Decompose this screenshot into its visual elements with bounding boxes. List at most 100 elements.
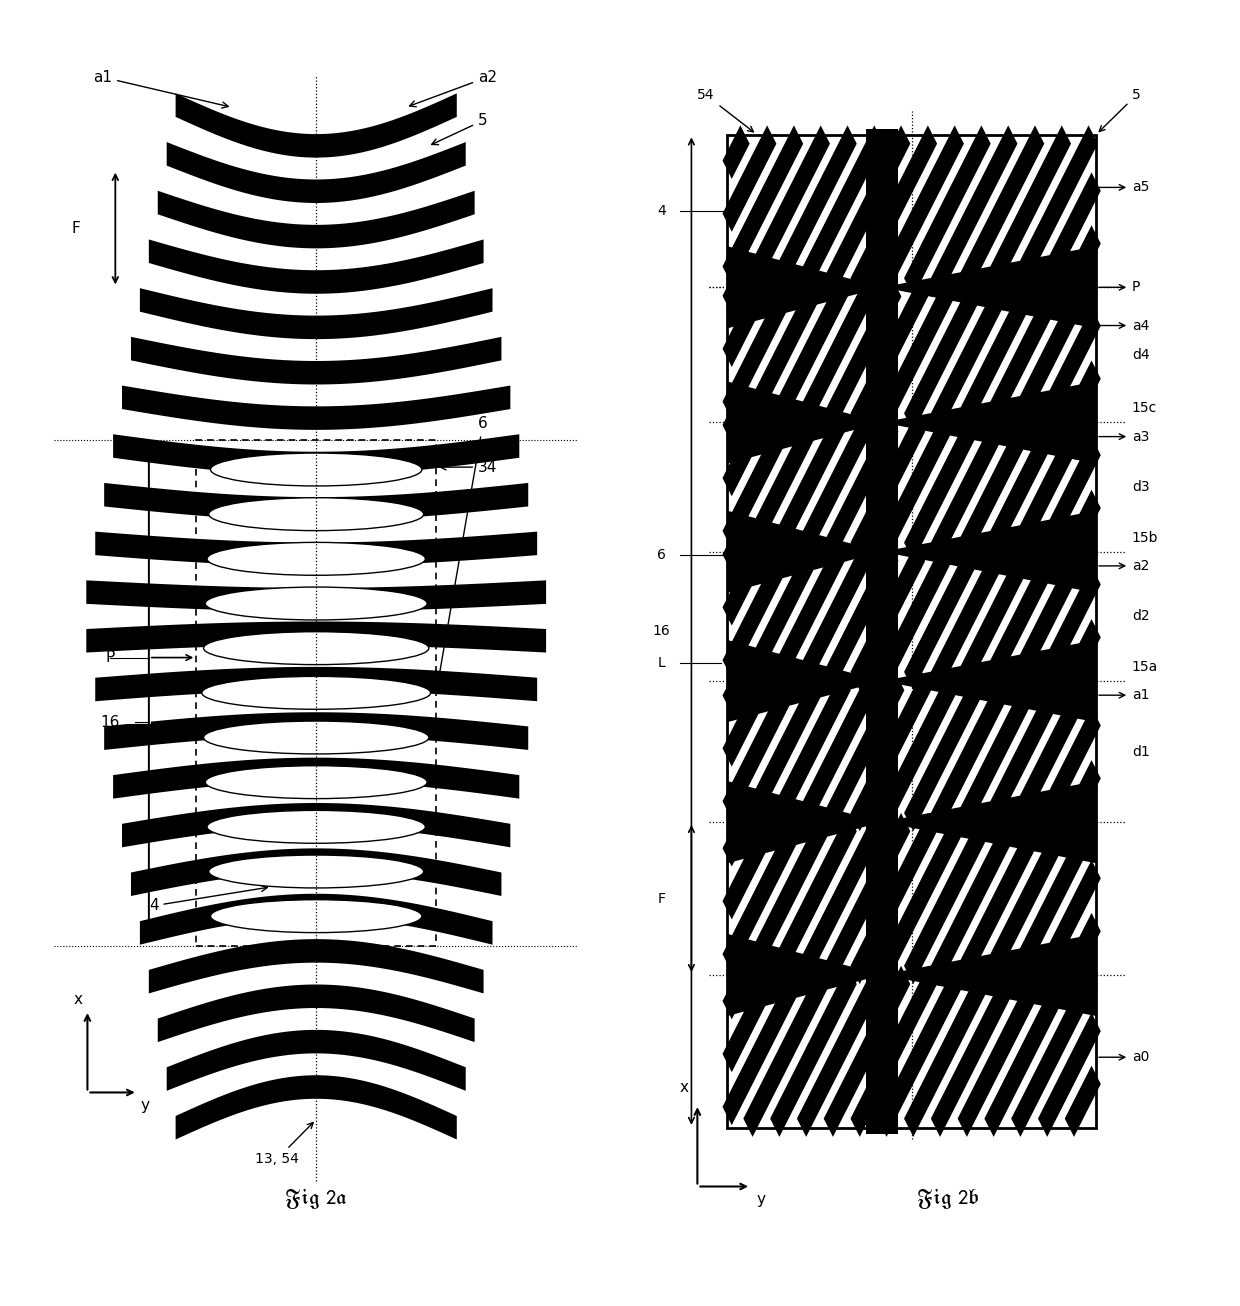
Ellipse shape (211, 453, 422, 486)
Polygon shape (1038, 707, 1101, 832)
Ellipse shape (211, 900, 422, 932)
Polygon shape (723, 965, 804, 1126)
Polygon shape (851, 542, 925, 691)
Polygon shape (104, 483, 528, 521)
Polygon shape (149, 239, 484, 294)
Polygon shape (743, 542, 818, 691)
Polygon shape (770, 542, 844, 691)
Polygon shape (1038, 172, 1101, 296)
Polygon shape (770, 278, 848, 432)
Polygon shape (176, 94, 456, 158)
Polygon shape (1065, 1066, 1101, 1138)
Polygon shape (985, 965, 1071, 1138)
Polygon shape (770, 965, 857, 1138)
Text: 16: 16 (652, 624, 671, 639)
Polygon shape (851, 812, 937, 985)
Bar (727, 682, 1096, 823)
Text: 15b: 15b (1132, 530, 1158, 545)
Polygon shape (723, 278, 768, 367)
Polygon shape (87, 622, 546, 653)
Polygon shape (1065, 360, 1101, 432)
Polygon shape (1011, 812, 1097, 985)
Polygon shape (877, 542, 952, 691)
Polygon shape (743, 413, 818, 562)
Polygon shape (851, 125, 937, 296)
Polygon shape (851, 278, 929, 432)
Polygon shape (904, 278, 982, 432)
Polygon shape (851, 965, 937, 1138)
Polygon shape (797, 413, 872, 562)
Polygon shape (770, 125, 857, 296)
Polygon shape (904, 413, 978, 562)
Polygon shape (931, 812, 1018, 985)
Text: d3: d3 (1132, 481, 1149, 494)
Polygon shape (985, 413, 1059, 562)
Text: 54: 54 (697, 89, 754, 132)
Text: d1: d1 (1132, 744, 1149, 759)
Polygon shape (904, 125, 991, 296)
Polygon shape (723, 812, 750, 867)
Polygon shape (1065, 760, 1101, 832)
Text: 6: 6 (657, 547, 666, 562)
Polygon shape (931, 413, 1006, 562)
Polygon shape (1038, 859, 1101, 985)
Polygon shape (1011, 542, 1086, 691)
Polygon shape (882, 781, 1096, 863)
Polygon shape (723, 125, 776, 232)
Text: x: x (73, 993, 83, 1007)
Polygon shape (904, 542, 978, 691)
Polygon shape (957, 671, 1038, 832)
Text: a4: a4 (1099, 319, 1149, 333)
Polygon shape (727, 934, 882, 1016)
Polygon shape (851, 671, 931, 832)
Polygon shape (1011, 965, 1097, 1138)
Bar (727, 135, 1096, 287)
Polygon shape (797, 125, 884, 296)
Polygon shape (931, 278, 1008, 432)
Polygon shape (823, 125, 910, 296)
Polygon shape (113, 434, 520, 475)
Polygon shape (957, 413, 1033, 562)
Polygon shape (723, 671, 797, 820)
Polygon shape (877, 812, 963, 985)
Bar (727, 135, 1096, 1127)
Text: F: F (72, 221, 81, 236)
Polygon shape (727, 781, 882, 863)
Text: 4: 4 (149, 885, 268, 913)
Polygon shape (723, 542, 791, 679)
Polygon shape (113, 757, 520, 798)
Polygon shape (723, 278, 740, 315)
Polygon shape (877, 278, 955, 432)
Text: 6: 6 (435, 417, 487, 688)
Polygon shape (931, 671, 1012, 832)
Bar (727, 422, 1096, 551)
Polygon shape (723, 965, 750, 1020)
Polygon shape (957, 278, 1035, 432)
Polygon shape (985, 278, 1063, 432)
Polygon shape (723, 413, 791, 550)
Polygon shape (723, 542, 738, 573)
Polygon shape (131, 849, 501, 896)
Polygon shape (1065, 913, 1101, 985)
Ellipse shape (207, 542, 425, 575)
Ellipse shape (202, 677, 430, 709)
Text: $\mathfrak{Fig\ 2b}$: $\mathfrak{Fig\ 2b}$ (915, 1187, 980, 1211)
Polygon shape (797, 278, 874, 432)
Polygon shape (723, 812, 804, 973)
Polygon shape (122, 385, 511, 430)
Polygon shape (1038, 436, 1101, 562)
Polygon shape (931, 125, 1018, 296)
Polygon shape (904, 812, 991, 985)
Polygon shape (743, 965, 830, 1138)
Polygon shape (723, 671, 770, 767)
Polygon shape (1065, 619, 1101, 691)
Polygon shape (1038, 1012, 1101, 1138)
Ellipse shape (206, 586, 427, 620)
Polygon shape (166, 142, 466, 202)
Text: F: F (657, 892, 666, 905)
Polygon shape (882, 511, 1096, 593)
Polygon shape (1038, 307, 1101, 432)
Text: a2: a2 (1099, 559, 1149, 573)
Text: 34: 34 (477, 460, 497, 474)
Polygon shape (122, 803, 511, 848)
